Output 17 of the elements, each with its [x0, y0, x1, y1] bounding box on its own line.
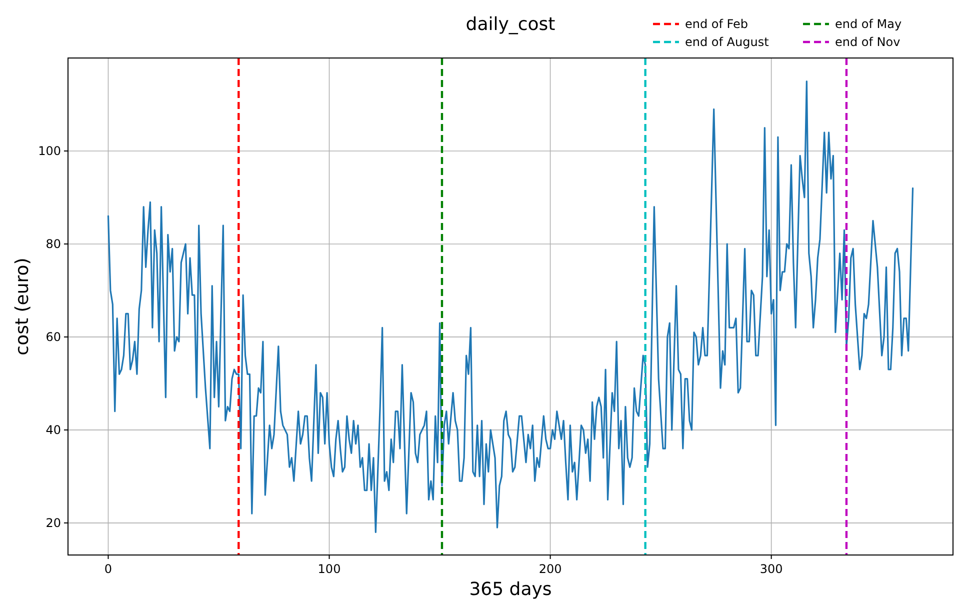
x-tick-label: 200: [538, 562, 562, 576]
legend-label: end of Feb: [685, 17, 748, 32]
line-series: [107, 80, 914, 534]
chart-title: daily_cost: [466, 14, 556, 35]
x-tick-label: 300: [760, 562, 783, 576]
y-tick-label: 80: [46, 237, 61, 252]
y-tick-label: 20: [46, 516, 61, 530]
legend-label: end of May: [835, 17, 902, 32]
legend-label: end of Nov: [835, 35, 900, 50]
legend-label: end of August: [685, 35, 770, 50]
x-tick-label: 0: [104, 562, 112, 576]
x-tick-label: 100: [318, 562, 341, 576]
y-axis-title: cost (euro): [12, 258, 33, 356]
y-tick-label: 40: [46, 423, 61, 438]
y-tick-label: 60: [46, 330, 61, 344]
x-axis-title: 365 days: [469, 579, 552, 600]
y-tick-label: 100: [38, 144, 61, 158]
